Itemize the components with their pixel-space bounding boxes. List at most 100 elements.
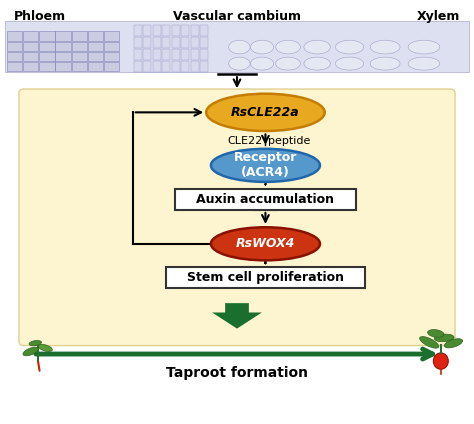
Ellipse shape <box>408 57 440 70</box>
Text: Stem cell proliferation: Stem cell proliferation <box>187 271 344 284</box>
Bar <box>7 42 22 51</box>
Bar <box>200 49 208 60</box>
Bar <box>23 52 38 61</box>
Bar <box>23 31 38 41</box>
Bar <box>181 61 189 72</box>
Text: RsCLE22a: RsCLE22a <box>231 106 300 119</box>
Ellipse shape <box>419 337 439 348</box>
Bar <box>172 61 180 72</box>
Bar <box>104 52 119 61</box>
Text: Phloem: Phloem <box>14 10 66 22</box>
Ellipse shape <box>336 40 364 54</box>
Bar <box>88 62 103 71</box>
Bar <box>7 31 22 41</box>
Ellipse shape <box>29 340 42 346</box>
Ellipse shape <box>370 57 400 70</box>
Bar <box>162 61 170 72</box>
Ellipse shape <box>434 334 454 342</box>
Bar <box>72 31 87 41</box>
Bar <box>23 42 38 51</box>
Bar <box>39 42 55 51</box>
Ellipse shape <box>211 149 320 182</box>
Ellipse shape <box>370 40 400 54</box>
Bar <box>191 37 199 48</box>
Ellipse shape <box>433 353 448 369</box>
Ellipse shape <box>206 94 325 131</box>
Bar <box>88 42 103 51</box>
FancyBboxPatch shape <box>166 267 365 288</box>
Ellipse shape <box>251 57 273 70</box>
Bar <box>134 25 142 36</box>
Bar <box>104 31 119 41</box>
Ellipse shape <box>276 57 301 70</box>
Bar <box>153 49 161 60</box>
Bar <box>143 49 151 60</box>
Ellipse shape <box>23 347 38 356</box>
Text: Vascular cambium: Vascular cambium <box>173 10 301 22</box>
Bar <box>72 62 87 71</box>
Text: Taproot formation: Taproot formation <box>166 366 308 380</box>
Bar <box>134 49 142 60</box>
Bar <box>200 37 208 48</box>
Bar <box>162 37 170 48</box>
Text: peptide: peptide <box>268 136 310 146</box>
Bar <box>162 49 170 60</box>
Bar <box>7 62 22 71</box>
Ellipse shape <box>444 339 463 348</box>
Bar <box>55 62 71 71</box>
Ellipse shape <box>428 329 444 338</box>
FancyBboxPatch shape <box>175 189 356 210</box>
Bar <box>104 62 119 71</box>
Ellipse shape <box>304 40 330 54</box>
Ellipse shape <box>229 57 250 70</box>
Bar <box>191 61 199 72</box>
FancyBboxPatch shape <box>19 89 455 346</box>
Ellipse shape <box>211 227 320 260</box>
Bar <box>5 21 469 72</box>
Bar <box>39 52 55 61</box>
Text: Auxin accumulation: Auxin accumulation <box>196 193 335 206</box>
Bar <box>191 25 199 36</box>
Ellipse shape <box>251 40 273 54</box>
Bar <box>72 52 87 61</box>
FancyArrow shape <box>212 303 262 329</box>
Bar <box>143 61 151 72</box>
Bar <box>153 37 161 48</box>
Bar <box>181 49 189 60</box>
Bar <box>39 62 55 71</box>
Ellipse shape <box>336 57 364 70</box>
Bar <box>172 25 180 36</box>
Text: Receptor
(ACR4): Receptor (ACR4) <box>234 151 297 179</box>
Text: Xylem: Xylem <box>416 10 460 22</box>
Bar <box>200 25 208 36</box>
Bar <box>88 31 103 41</box>
Text: RsWOX4: RsWOX4 <box>236 237 295 250</box>
Bar <box>181 25 189 36</box>
Bar <box>200 61 208 72</box>
Bar <box>72 42 87 51</box>
Bar <box>143 37 151 48</box>
Bar <box>55 42 71 51</box>
Bar <box>39 31 55 41</box>
Text: CLE22: CLE22 <box>228 136 263 146</box>
Ellipse shape <box>408 40 440 54</box>
Bar <box>134 61 142 72</box>
Bar <box>55 52 71 61</box>
Bar <box>191 49 199 60</box>
Ellipse shape <box>304 57 330 70</box>
Bar <box>7 52 22 61</box>
Bar <box>23 62 38 71</box>
Bar <box>88 52 103 61</box>
Bar <box>153 25 161 36</box>
Bar <box>181 37 189 48</box>
Ellipse shape <box>229 40 250 54</box>
Bar <box>153 61 161 72</box>
Ellipse shape <box>276 40 301 54</box>
Bar <box>172 49 180 60</box>
Bar <box>104 42 119 51</box>
Bar <box>143 25 151 36</box>
Bar <box>134 37 142 48</box>
Ellipse shape <box>38 344 52 351</box>
Bar <box>55 31 71 41</box>
Bar <box>172 37 180 48</box>
